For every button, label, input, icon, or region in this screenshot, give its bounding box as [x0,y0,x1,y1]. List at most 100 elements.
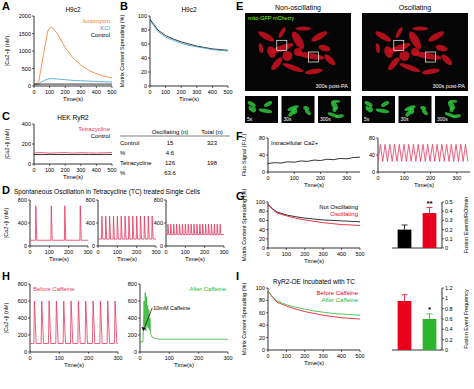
x-tick [165,86,166,88]
x-tick-label: 100 [282,251,291,257]
y-tick-label: 600 [18,298,27,304]
annotation-arrow [144,308,153,330]
x-tick [49,164,50,166]
series-line [34,79,112,85]
x-tick [360,248,361,250]
y-axis-label: [Ca2+]i (nM) [3,208,9,239]
x-axis-label: Time(s) [49,256,69,262]
x-tick [228,86,229,88]
x-tick-label: 300 [223,355,232,361]
y-tick-label: 1 [445,295,448,301]
line-chart: 02004000100200300400500HEK RyR2Time(s)[C… [4,114,117,180]
x-tick [404,172,405,174]
y-tick [442,319,444,320]
bar [398,301,412,350]
mitochondria [365,105,368,110]
y-tick [266,220,268,221]
x-axis-label: Time(s) [63,174,83,180]
x-axis [30,246,88,247]
y-tick-label: 60 [259,310,265,316]
y-tick-label: 20 [259,236,265,242]
panel-letter: H [2,270,10,282]
x-tick-label: 400 [92,167,101,173]
significance: ** [426,199,433,208]
table-cell: 126 [165,160,176,166]
mitochondria [292,108,297,115]
table-row-label: Control [120,140,139,146]
x-axis-label: Time(s) [63,96,83,102]
x-axis [140,352,228,353]
table-header: Total (n) [201,129,223,135]
x-tick-label: 400 [337,251,346,257]
y-tick [266,202,268,203]
mitochondria [277,26,286,38]
mitochondria [409,108,414,115]
y-tick [376,155,378,156]
y-tick-label: 40 [259,152,265,158]
mitochondria [452,114,461,119]
y-axis-label: Matrix Content Spreading (%) [241,283,247,356]
legend-entry: Intracellular Ca2+ [271,140,319,146]
x-tick [34,86,35,88]
legend-entry: After Caffeine [189,286,226,292]
mitochondria [310,29,329,43]
x-tick [346,172,347,174]
y-tick [96,223,98,224]
y-tick-label: 0 [28,83,31,89]
mitochondria [383,45,395,59]
table-row-label: Tetracycline [120,160,152,166]
plot-area [34,27,112,85]
y-tick-label: 0.2 [445,227,453,233]
y-tick-label: 800 [86,197,95,203]
x-tick [150,86,151,88]
x-axis [166,246,224,247]
panel-letter: G [236,190,245,202]
y-tick [442,248,444,249]
mitochondria [420,105,427,110]
series-line [140,293,228,342]
chart-title: RyR2-OE Incubated with TC [273,278,355,286]
mitochondria [269,56,284,72]
mitochondria [295,27,311,31]
series-line [150,21,228,51]
line-chart: 05001000150020000100200300400500H9c2Time… [4,6,117,102]
y-tick [442,339,444,340]
plot-area [378,144,468,161]
y-tick [442,329,444,330]
y-axis [268,202,269,248]
x-tick [181,86,182,88]
mitochondria [380,100,390,108]
bar [423,319,437,350]
series-line [30,206,88,241]
frame-label: 30s [401,116,410,122]
y-tick-label: 80 [259,135,265,141]
mitochondria [294,48,302,56]
y-tick-label: 40 [369,152,375,158]
y-tick-label: 400 [22,121,31,127]
x-axis-label: Time(s) [304,182,324,188]
mitochondria [412,27,428,31]
chart-title: H9c2 [65,6,81,13]
table-cell: 63.6 [164,170,176,176]
y-tick-label: 0 [28,161,31,167]
y-tick-label: 0 [160,243,163,249]
y-axis [268,288,269,350]
x-tick-label: 300 [342,175,351,181]
x-tick-label: 0 [266,175,269,181]
y-tick [28,318,30,319]
x-tick [34,164,35,166]
bar-chart: 00.10.20.30.40.5**Fusion Events/ROI/min [392,197,469,254]
table-cell: 198 [207,160,218,166]
mitochondria [375,108,389,114]
x-tick [30,352,31,354]
mitochondria [266,45,278,59]
x-tick [96,164,97,166]
series-line [34,154,112,155]
y-tick-label: 1000 [19,48,31,54]
x-axis [268,172,360,173]
x-tick-label: 100 [400,175,409,181]
y-tick-label: 200 [18,332,27,338]
series-line [34,27,112,85]
line-chart: 0204060801000100200300400500Time(s)Matri… [241,189,365,264]
y-tick-label: 0 [372,169,375,175]
